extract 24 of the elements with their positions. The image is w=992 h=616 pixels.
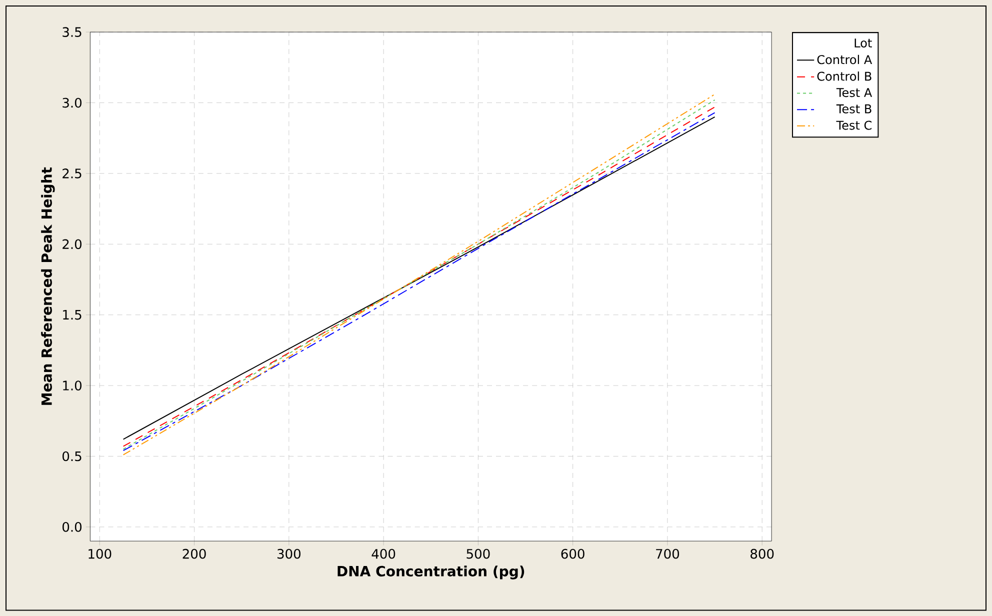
x-tick-label: 100 bbox=[88, 548, 112, 559]
x-tick-label: 800 bbox=[750, 548, 774, 559]
x-tick-label: 400 bbox=[372, 548, 396, 559]
x-tick-label: 500 bbox=[466, 548, 490, 559]
legend-label: Control B bbox=[817, 71, 872, 81]
legend-label: Control A bbox=[817, 54, 872, 64]
y-tick-label: 3.0 bbox=[62, 98, 82, 108]
legend-title: Lot bbox=[854, 38, 872, 48]
legend-label: Test B bbox=[836, 104, 872, 114]
x-axis-title: DNA Concentration (pg) bbox=[338, 566, 524, 580]
y-tick-label: 1.5 bbox=[63, 310, 82, 320]
y-axis-title: Mean Referenced Peak Height bbox=[41, 167, 55, 405]
x-tick-label: 600 bbox=[561, 548, 584, 559]
y-tick-label: 2.5 bbox=[62, 168, 82, 178]
x-tick-label: 200 bbox=[182, 548, 206, 559]
y-tick-label: 0.5 bbox=[62, 451, 82, 462]
x-tick-label: 300 bbox=[277, 548, 300, 559]
y-tick-label: 2.0 bbox=[62, 239, 82, 249]
x-tick-label: 700 bbox=[656, 548, 680, 559]
legend-label: Test A bbox=[836, 88, 872, 97]
y-tick-label: 0.0 bbox=[62, 522, 82, 532]
y-tick-label: 1.0 bbox=[63, 380, 82, 390]
legend-label: Test C bbox=[836, 120, 872, 130]
y-tick-label: 3.5 bbox=[62, 27, 82, 37]
